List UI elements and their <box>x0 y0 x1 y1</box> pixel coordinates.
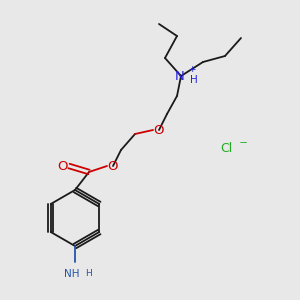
Text: NH: NH <box>64 269 80 279</box>
Text: O: O <box>108 160 118 172</box>
Text: N: N <box>175 70 185 83</box>
Text: +: + <box>188 65 196 74</box>
Text: −: − <box>236 138 248 148</box>
Text: H: H <box>85 269 92 278</box>
Text: O: O <box>57 160 67 172</box>
Text: O: O <box>154 124 164 136</box>
Text: Cl: Cl <box>220 142 232 154</box>
Text: H: H <box>190 75 198 85</box>
